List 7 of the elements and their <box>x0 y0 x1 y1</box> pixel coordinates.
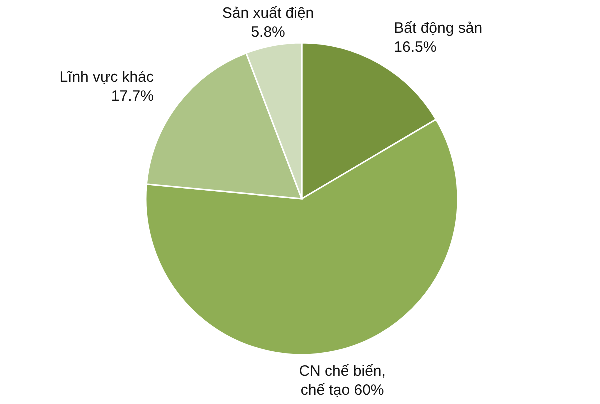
data-label: 17.7% <box>111 87 154 104</box>
slice-label: Bất động sản <box>394 19 483 36</box>
data-label: 16.5% <box>394 38 437 56</box>
data-label: 5.8% <box>251 24 286 40</box>
slice-label: Sản xuất điện <box>222 4 314 22</box>
slice-label: Lĩnh vực khác <box>60 68 154 86</box>
slice-label: CN chế biến, chế tạo 60% <box>299 362 386 399</box>
